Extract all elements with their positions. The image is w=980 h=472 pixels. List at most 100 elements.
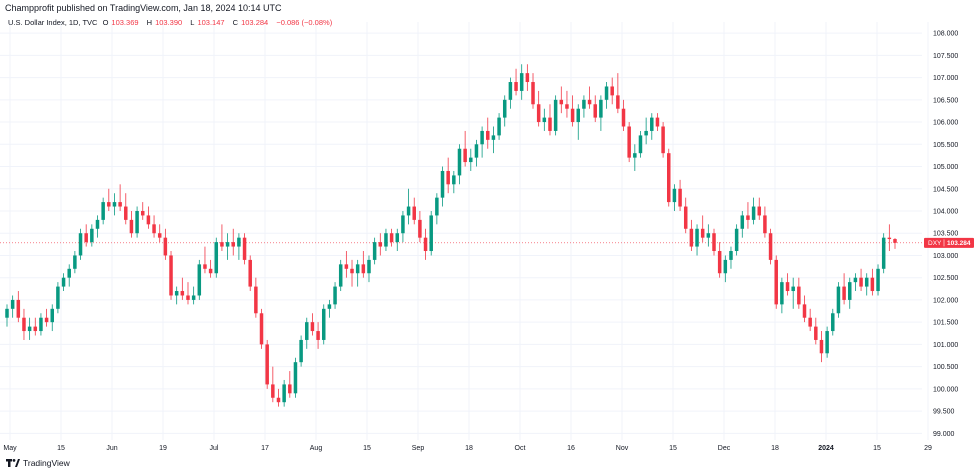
candle (706, 224, 711, 247)
publisher-line: Champprofit published on TradingView.com… (5, 3, 282, 13)
candle-body (350, 268, 354, 274)
candle (299, 335, 303, 367)
candle-body (344, 264, 349, 269)
candle-body (90, 228, 94, 243)
candle-body (288, 384, 292, 394)
candle (587, 86, 592, 109)
tradingview-brand[interactable]: TradingView (6, 458, 70, 468)
candle-body (418, 219, 422, 238)
candle (338, 259, 343, 292)
candle (531, 73, 535, 109)
candle (893, 238, 897, 249)
candle-body (740, 215, 745, 229)
candle (655, 113, 660, 131)
candle-body (118, 202, 122, 207)
candle-body (78, 233, 83, 256)
candle (242, 233, 247, 265)
candle-body (802, 304, 807, 318)
candle (412, 197, 416, 225)
candle (621, 99, 626, 131)
candle (276, 388, 281, 407)
candle (667, 148, 671, 207)
candle-body (333, 286, 337, 305)
y-tick-label: 106.000 (933, 120, 958, 127)
candle-body (101, 202, 105, 220)
candle-body (706, 233, 711, 238)
x-tick-label: 16 (567, 445, 575, 452)
candle (310, 313, 315, 336)
candle (502, 95, 507, 127)
candle-body (695, 228, 699, 247)
candle (452, 170, 456, 194)
candle (582, 95, 586, 118)
candle-body (593, 104, 597, 118)
candle-body (536, 104, 541, 123)
candle-body (808, 317, 812, 327)
candle (27, 317, 32, 340)
candle (259, 308, 264, 349)
candle-body (881, 237, 886, 269)
candle (288, 371, 292, 398)
candle (508, 77, 513, 109)
candle-body (655, 117, 660, 127)
candle-body (146, 215, 151, 225)
legend-high: 103.390 (155, 18, 183, 27)
candle (768, 228, 773, 265)
candle-body (338, 264, 343, 287)
candle-body (548, 117, 552, 131)
candle (536, 90, 541, 127)
candle-body (135, 210, 139, 234)
candle (548, 104, 552, 136)
candle (864, 273, 869, 296)
candle-body (254, 286, 258, 314)
candle-body (870, 277, 875, 292)
candle-body (5, 308, 9, 318)
candle-body (197, 264, 202, 296)
candle-body (729, 251, 733, 260)
candle (231, 228, 235, 256)
candle-body (225, 242, 230, 247)
candle (90, 224, 94, 247)
candle (378, 233, 383, 256)
candle (695, 224, 699, 256)
y-axis: 99.000 99.500 100.000 100.500 101.000 101.500… (933, 31, 958, 438)
candle-body (893, 239, 897, 243)
candle-body (734, 228, 739, 252)
candle (180, 277, 185, 300)
y-tick-label: 104.000 (933, 208, 958, 215)
candle-body (768, 233, 773, 260)
candle (497, 113, 501, 140)
candle (740, 210, 745, 238)
candle (678, 179, 682, 211)
candle-body (847, 282, 852, 300)
candle (825, 326, 829, 358)
legend-change: −0.086 (−0.08%) (276, 18, 333, 27)
price-tag: DXY 103.284 (924, 237, 974, 248)
candle (542, 108, 547, 131)
candle-body (22, 317, 26, 332)
x-tick-label: 15 (57, 445, 65, 452)
legend-l-label: L (190, 18, 195, 27)
candle-body (819, 339, 824, 354)
y-tick-label: 103.500 (933, 231, 958, 238)
candle-body (316, 331, 320, 340)
price-chart[interactable]: 99.000 99.500 100.000 100.500 101.000 101.500… (0, 14, 980, 456)
x-tick-label: 15 (363, 445, 371, 452)
candle-body (271, 384, 275, 398)
candle (842, 273, 846, 305)
candle-body (389, 233, 394, 243)
candle (734, 224, 739, 256)
candle (33, 317, 38, 336)
candle-body (700, 228, 705, 238)
candle-body (542, 117, 547, 123)
candle (525, 64, 530, 91)
candlestick-series (5, 64, 897, 407)
candle (367, 255, 371, 283)
candle (859, 268, 863, 292)
candle (831, 308, 835, 336)
candle (870, 268, 875, 296)
candle-body (610, 86, 614, 96)
candle-body (423, 237, 428, 252)
candle-body (124, 206, 128, 220)
candle (350, 259, 354, 287)
